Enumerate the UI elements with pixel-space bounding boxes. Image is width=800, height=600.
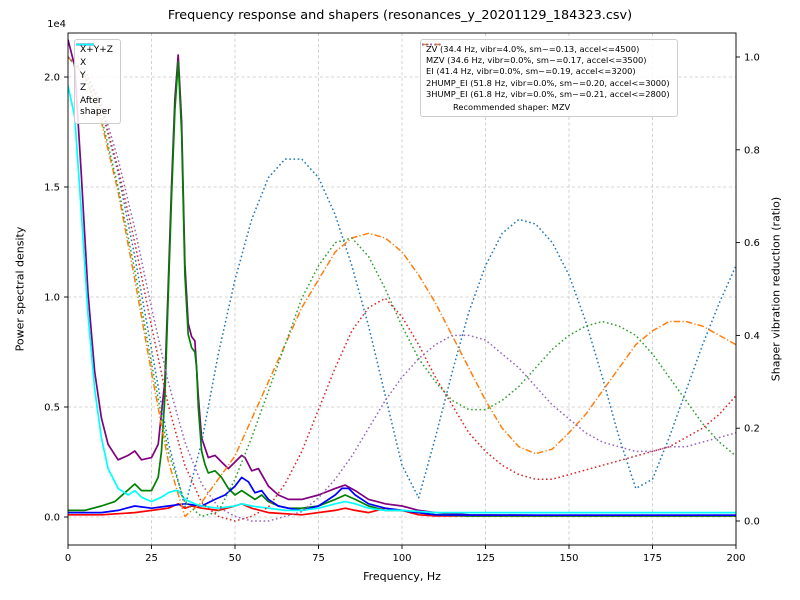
shaper-series-2hump_ei [68, 56, 736, 522]
x-tick-label: 25 [145, 553, 158, 564]
legend-entry: X [76, 43, 113, 69]
shaper-series-ei [68, 56, 736, 518]
x-tick-label: 75 [312, 553, 325, 564]
x-tick-label: 50 [229, 553, 242, 564]
psd-series-z [68, 476, 736, 517]
legend-label: After shaper [80, 96, 111, 117]
chart-title: Frequency response and shapers (resonanc… [167, 8, 633, 23]
legend-entry: 2HUMP_EI (51.8 Hz, vibr=0.0%, sm~=0.20, … [422, 43, 670, 89]
legend-entry: After shaper [76, 43, 113, 118]
legend-label: EI (41.4 Hz, vibr=0.0%, sm~=0.19, accel<… [426, 66, 636, 77]
y-left-tick-label: 0.0 [44, 513, 60, 524]
legend-label: 2HUMP_EI (51.8 Hz, vibr=0.0%, sm~=0.20, … [426, 77, 670, 88]
psd-series-x+y+z [68, 39, 736, 517]
legend-entry: Y [76, 43, 113, 82]
legend-label: X+Y+Z [80, 45, 113, 55]
shaper-series-3hump_ei [68, 56, 736, 522]
legend-entry: EI (41.4 Hz, vibr=0.0%, sm~=0.19, accel<… [422, 43, 670, 77]
legend-entry: Z [76, 43, 113, 94]
y-left-tick-label: 0.5 [44, 403, 60, 414]
shaper-legend: ZV (34.4 Hz, vibr=4.0%, sm~=0.13, accel<… [420, 39, 678, 118]
x-tick-label: 150 [559, 553, 578, 564]
legend-entry: MZV (34.6 Hz, vibr=0.0%, sm~=0.17, accel… [422, 43, 670, 66]
x-axis-label: Frequency, Hz [363, 570, 441, 583]
legend-line-sample [422, 43, 442, 46]
legend-label: MZV (34.6 Hz, vibr=0.0%, sm~=0.17, accel… [426, 54, 647, 65]
x-tick-label: 175 [643, 553, 662, 564]
x-tick-label: 0 [65, 553, 71, 564]
y-left-tick-label: 2.0 [44, 73, 60, 84]
y-right-tick-label: 1.0 [744, 53, 760, 64]
legend-label: Z [80, 83, 87, 94]
x-tick-label: 125 [476, 553, 495, 564]
x-tick-label: 100 [392, 553, 411, 564]
y-right-tick-label: 0.8 [744, 145, 760, 156]
recommended-shaper-note: Recommended shaper: MZV [453, 101, 571, 112]
legend-entry: 3HUMP_EI (61.8 Hz, vibr=0.0%, sm~=0.21, … [422, 43, 670, 100]
shaper-series-mzv [68, 56, 736, 518]
y-right-tick-label: 0.4 [744, 331, 760, 342]
legend-label: Y [80, 70, 86, 81]
y-right-tick-label: 0.0 [744, 517, 760, 528]
legend-entry: ZV (34.4 Hz, vibr=4.0%, sm~=0.13, accel<… [422, 43, 670, 55]
legend-line-sample [76, 43, 94, 46]
legend-label: ZV (34.4 Hz, vibr=4.0%, sm~=0.13, accel<… [426, 43, 640, 54]
shaper-series-zv [68, 56, 736, 508]
legend-label: 3HUMP_EI (61.8 Hz, vibr=0.0%, sm~=0.21, … [426, 89, 670, 100]
y-axis-offset-label: 1e4 [47, 19, 66, 30]
y-right-tick-label: 0.6 [744, 238, 760, 249]
psd-series-after-shaper [68, 85, 736, 514]
y-left-tick-label: 1.0 [44, 293, 60, 304]
x-tick-label: 200 [726, 553, 745, 564]
y-right-tick-label: 0.2 [744, 424, 760, 435]
psd-legend: X+Y+Z X Y Z After shaper [74, 39, 121, 124]
legend-label: X [80, 57, 87, 68]
y-left-tick-label: 1.5 [44, 183, 60, 194]
